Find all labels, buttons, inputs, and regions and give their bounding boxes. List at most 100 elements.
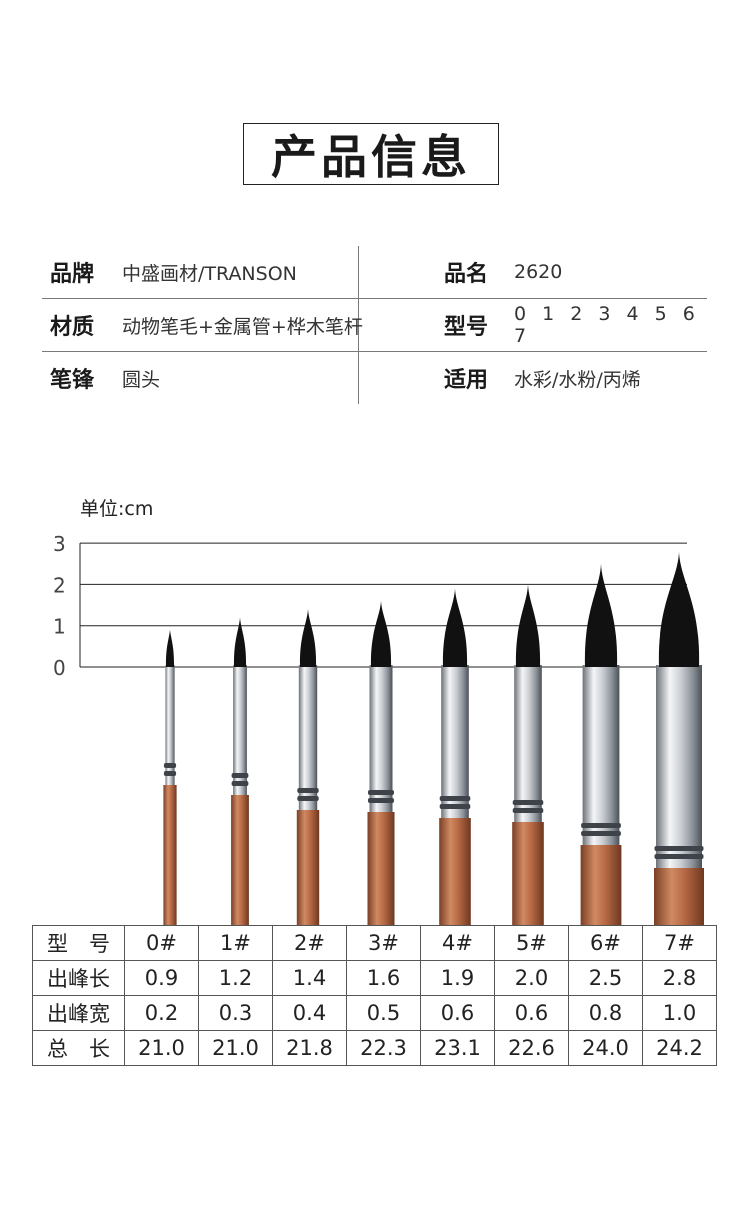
- scale-tick-label: 0: [53, 656, 66, 680]
- usage-value: 水彩/水粉/丙烯: [514, 368, 641, 391]
- spec-cell: 4#: [420, 925, 495, 961]
- tip-value: 圆头: [122, 368, 161, 391]
- brush-handle: [231, 795, 249, 926]
- brush-0: [163, 629, 177, 926]
- brush-crimp: [439, 804, 471, 809]
- brush-handle: [296, 810, 320, 926]
- spec-cell: 2#: [272, 925, 347, 961]
- brush-4: [439, 588, 471, 926]
- info-table: 品牌 中盛画材/TRANSON 品名 2620 材质 动物笔毛+金属管+桦木笔杆…: [42, 246, 707, 404]
- brush-crimp: [231, 781, 249, 786]
- brush-crimp: [163, 771, 177, 776]
- spec-cell: 2.8: [642, 960, 717, 996]
- model-label: 型号: [444, 315, 489, 340]
- title-box: 产品信息: [243, 123, 499, 185]
- brush-crimp: [581, 831, 621, 836]
- spec-cell: 1.9: [420, 960, 495, 996]
- brush-crimp: [581, 823, 621, 828]
- brush-1: [231, 617, 249, 926]
- spec-cell: 0#: [124, 925, 199, 961]
- brush-ferrule: [656, 665, 702, 868]
- brush-crimp: [231, 773, 249, 778]
- usage-label: 适用: [444, 368, 489, 393]
- brush-crimp: [512, 800, 544, 805]
- brush-illustration: 3 2 1 0: [53, 532, 704, 926]
- spec-cell: 0.3: [198, 995, 273, 1031]
- brush-7: [654, 551, 704, 926]
- brush-ferrule: [298, 665, 318, 810]
- spec-row-label: 出峰长: [32, 960, 125, 996]
- name-label: 品名: [444, 262, 489, 287]
- brush-bristles: [370, 600, 392, 667]
- spec-cell: 1.4: [272, 960, 347, 996]
- spec-row: 出峰宽 0.2 0.3 0.4 0.5 0.6 0.6 0.8 1.0: [32, 995, 717, 1031]
- spec-cell: 21.8: [272, 1030, 347, 1066]
- info-row-tip: 笔锋 圆头 适用 水彩/水粉/丙烯: [42, 352, 707, 404]
- spec-cell: 0.2: [124, 995, 199, 1031]
- brush-crimp: [297, 796, 319, 801]
- brush-6: [580, 563, 622, 926]
- info-row-brand: 品牌 中盛画材/TRANSON 品名 2620: [42, 246, 707, 299]
- name-value: 2620: [514, 261, 563, 283]
- brush-handle: [512, 822, 544, 926]
- spec-cell: 0.4: [272, 995, 347, 1031]
- spec-table: 型 号 0# 1# 2# 3# 4# 5# 6# 7# 出峰长 0.9 1.2 1.4 1.6 1.9 2.0…: [32, 925, 717, 1066]
- spec-row: 总 长 21.0 21.0 21.8 22.3 23.1 22.6 24.0 24.2: [32, 1030, 717, 1066]
- spec-header-row: 型 号 0# 1# 2# 3# 4# 5# 6# 7#: [32, 925, 717, 961]
- spec-row-label: 总 长: [32, 1030, 125, 1066]
- brush-ferrule: [369, 665, 393, 812]
- spec-cell: 0.9: [124, 960, 199, 996]
- spec-cell: 3#: [346, 925, 421, 961]
- spec-cell: 22.6: [494, 1030, 569, 1066]
- brush-crimp: [368, 790, 394, 795]
- brand-value: 中盛画材/TRANSON: [122, 262, 297, 285]
- info-column-divider: [358, 246, 359, 404]
- brush-crimp: [654, 846, 704, 851]
- spec-cell: 2.5: [568, 960, 643, 996]
- scale-tick-label: 2: [53, 573, 66, 597]
- brush-crimp: [297, 788, 319, 793]
- brush-handle: [367, 812, 395, 926]
- brush-crimp: [654, 854, 704, 859]
- brush-ferrule: [165, 665, 175, 785]
- scale-tick-label: 3: [53, 532, 66, 556]
- brush-bristles: [165, 629, 175, 667]
- tip-label: 笔锋: [50, 368, 95, 393]
- brush-bristles: [233, 617, 247, 667]
- brush-crimp: [512, 808, 544, 813]
- spec-cell: 1.0: [642, 995, 717, 1031]
- brand-label: 品牌: [50, 262, 95, 287]
- brush-bristles: [658, 551, 700, 667]
- brush-set: [163, 551, 704, 926]
- brush-5: [512, 584, 544, 926]
- material-label: 材质: [50, 315, 95, 340]
- brush-handle: [580, 845, 622, 926]
- spec-cell: 0.8: [568, 995, 643, 1031]
- spec-cell: 6#: [568, 925, 643, 961]
- spec-cell: 23.1: [420, 1030, 495, 1066]
- spec-cell: 0.5: [346, 995, 421, 1031]
- brush-bristles: [515, 584, 541, 667]
- spec-cell: 0.6: [420, 995, 495, 1031]
- brush-2: [296, 609, 320, 926]
- unit-label: 单位:cm: [80, 498, 154, 520]
- brush-bristles: [584, 563, 618, 667]
- brush-handle: [439, 818, 471, 926]
- material-value: 动物笔毛+金属管+桦木笔杆: [122, 315, 363, 338]
- info-row-material: 材质 动物笔毛+金属管+桦木笔杆 型号 0 1 2 3 4 5 6 7: [42, 299, 707, 352]
- spec-cell: 24.2: [642, 1030, 717, 1066]
- brush-crimp: [439, 796, 471, 801]
- brush-handle: [163, 785, 177, 926]
- brush-crimp: [163, 763, 177, 768]
- scale-tick-label: 1: [53, 615, 66, 639]
- spec-cell: 21.0: [124, 1030, 199, 1066]
- brush-bristles: [442, 588, 468, 667]
- brush-ferrule: [514, 665, 542, 822]
- spec-cell: 1.6: [346, 960, 421, 996]
- brush-ferrule: [582, 665, 620, 845]
- brush-bristles: [299, 609, 317, 667]
- model-value: 0 1 2 3 4 5 6 7: [514, 303, 700, 347]
- page-title: 产品信息: [271, 130, 471, 184]
- spec-cell: 21.0: [198, 1030, 273, 1066]
- spec-cell: 1#: [198, 925, 273, 961]
